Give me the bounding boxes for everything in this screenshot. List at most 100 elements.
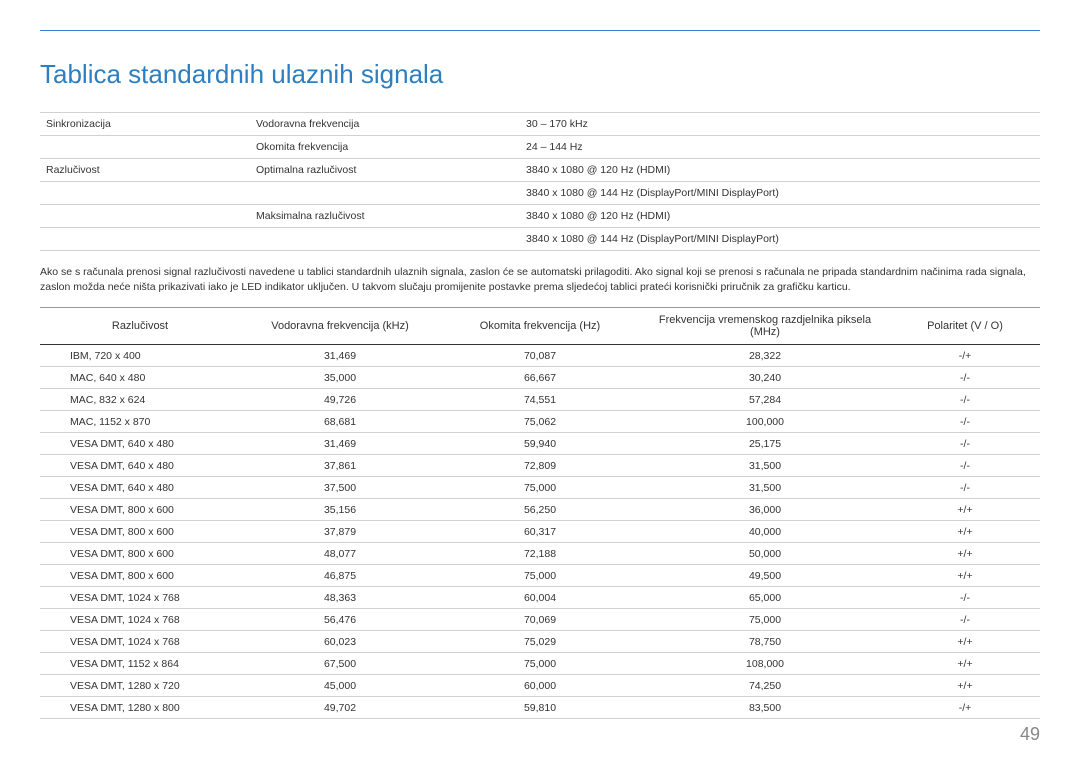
modes-table: Razlučivost Vodoravna frekvencija (kHz) … xyxy=(40,307,1040,719)
col-pixelclock: Frekvencija vremenskog razdjelnika pikse… xyxy=(640,308,890,345)
table-cell: 74,551 xyxy=(440,389,640,411)
table-cell: 35,000 xyxy=(240,367,440,389)
spec-cell: Okomita frekvencija xyxy=(250,136,520,159)
table-cell: 75,000 xyxy=(440,565,640,587)
spec-cell: Maksimalna razlučivost xyxy=(250,205,520,228)
table-cell: 66,667 xyxy=(440,367,640,389)
table-cell: 37,861 xyxy=(240,455,440,477)
table-cell: MAC, 1152 x 870 xyxy=(40,411,240,433)
spec-row: RazlučivostOptimalna razlučivost3840 x 1… xyxy=(40,159,1040,182)
col-hfreq: Vodoravna frekvencija (kHz) xyxy=(240,308,440,345)
table-cell: MAC, 640 x 480 xyxy=(40,367,240,389)
table-cell: 83,500 xyxy=(640,697,890,719)
table-cell: 100,000 xyxy=(640,411,890,433)
note-paragraph: Ako se s računala prenosi signal razluči… xyxy=(40,265,1040,295)
table-cell: 56,476 xyxy=(240,609,440,631)
spec-cell: 24 – 144 Hz xyxy=(520,136,1040,159)
spec-cell: 3840 x 1080 @ 120 Hz (HDMI) xyxy=(520,205,1040,228)
spec-cell: 3840 x 1080 @ 144 Hz (DisplayPort/MINI D… xyxy=(520,228,1040,251)
table-cell: 57,284 xyxy=(640,389,890,411)
table-row: VESA DMT, 1280 x 80049,70259,81083,500-/… xyxy=(40,697,1040,719)
table-cell: 75,000 xyxy=(640,609,890,631)
table-cell: 67,500 xyxy=(240,653,440,675)
table-cell: 70,069 xyxy=(440,609,640,631)
table-cell: 60,004 xyxy=(440,587,640,609)
table-cell: 75,062 xyxy=(440,411,640,433)
spec-table: SinkronizacijaVodoravna frekvencija30 – … xyxy=(40,112,1040,251)
table-row: VESA DMT, 640 x 48037,50075,00031,500-/- xyxy=(40,477,1040,499)
table-cell: 31,500 xyxy=(640,455,890,477)
table-row: VESA DMT, 1024 x 76860,02375,02978,750+/… xyxy=(40,631,1040,653)
table-cell: -/- xyxy=(890,389,1040,411)
table-cell: VESA DMT, 800 x 600 xyxy=(40,499,240,521)
table-row: IBM, 720 x 40031,46970,08728,322-/+ xyxy=(40,345,1040,367)
page-number: 49 xyxy=(1020,724,1040,745)
table-cell: 70,087 xyxy=(440,345,640,367)
table-cell: -/+ xyxy=(890,345,1040,367)
table-cell: 72,188 xyxy=(440,543,640,565)
table-cell: 45,000 xyxy=(240,675,440,697)
table-cell: VESA DMT, 1280 x 800 xyxy=(40,697,240,719)
spec-cell xyxy=(40,205,250,228)
table-cell: -/- xyxy=(890,433,1040,455)
table-cell: 74,250 xyxy=(640,675,890,697)
table-cell: VESA DMT, 800 x 600 xyxy=(40,565,240,587)
table-cell: VESA DMT, 1280 x 720 xyxy=(40,675,240,697)
table-row: VESA DMT, 1280 x 72045,00060,00074,250+/… xyxy=(40,675,1040,697)
table-cell: 49,726 xyxy=(240,389,440,411)
table-cell: 48,077 xyxy=(240,543,440,565)
table-row: VESA DMT, 1152 x 86467,50075,000108,000+… xyxy=(40,653,1040,675)
table-cell: 50,000 xyxy=(640,543,890,565)
table-cell: 75,029 xyxy=(440,631,640,653)
page-title: Tablica standardnih ulaznih signala xyxy=(40,59,1040,90)
table-cell: +/+ xyxy=(890,565,1040,587)
col-vfreq: Okomita frekvencija (Hz) xyxy=(440,308,640,345)
spec-row: 3840 x 1080 @ 144 Hz (DisplayPort/MINI D… xyxy=(40,228,1040,251)
table-cell: 30,240 xyxy=(640,367,890,389)
table-cell: 59,810 xyxy=(440,697,640,719)
spec-cell xyxy=(40,228,250,251)
table-cell: 49,500 xyxy=(640,565,890,587)
col-polarity: Polaritet (V / O) xyxy=(890,308,1040,345)
table-cell: -/- xyxy=(890,477,1040,499)
table-cell: 36,000 xyxy=(640,499,890,521)
spec-cell: Sinkronizacija xyxy=(40,113,250,136)
spec-row: 3840 x 1080 @ 144 Hz (DisplayPort/MINI D… xyxy=(40,182,1040,205)
table-cell: -/- xyxy=(890,411,1040,433)
spec-cell xyxy=(250,182,520,205)
table-cell: 75,000 xyxy=(440,477,640,499)
table-row: MAC, 1152 x 87068,68175,062100,000-/- xyxy=(40,411,1040,433)
table-cell: 37,500 xyxy=(240,477,440,499)
spec-cell: 3840 x 1080 @ 120 Hz (HDMI) xyxy=(520,159,1040,182)
spec-cell: 30 – 170 kHz xyxy=(520,113,1040,136)
table-cell: 78,750 xyxy=(640,631,890,653)
table-cell: VESA DMT, 1024 x 768 xyxy=(40,587,240,609)
table-cell: VESA DMT, 1024 x 768 xyxy=(40,631,240,653)
table-cell: 28,322 xyxy=(640,345,890,367)
top-rule xyxy=(40,30,1040,31)
table-cell: -/- xyxy=(890,455,1040,477)
spec-row: Okomita frekvencija24 – 144 Hz xyxy=(40,136,1040,159)
spec-cell: 3840 x 1080 @ 144 Hz (DisplayPort/MINI D… xyxy=(520,182,1040,205)
table-cell: -/+ xyxy=(890,697,1040,719)
table-cell: VESA DMT, 640 x 480 xyxy=(40,477,240,499)
table-cell: VESA DMT, 800 x 600 xyxy=(40,543,240,565)
table-cell: MAC, 832 x 624 xyxy=(40,389,240,411)
table-row: VESA DMT, 1024 x 76856,47670,06975,000-/… xyxy=(40,609,1040,631)
table-cell: VESA DMT, 1024 x 768 xyxy=(40,609,240,631)
table-cell: 37,879 xyxy=(240,521,440,543)
table-row: VESA DMT, 1024 x 76848,36360,00465,000-/… xyxy=(40,587,1040,609)
spec-cell: Vodoravna frekvencija xyxy=(250,113,520,136)
table-cell: +/+ xyxy=(890,653,1040,675)
spec-cell xyxy=(250,228,520,251)
table-cell: -/- xyxy=(890,587,1040,609)
table-cell: 60,317 xyxy=(440,521,640,543)
spec-cell: Razlučivost xyxy=(40,159,250,182)
table-cell: IBM, 720 x 400 xyxy=(40,345,240,367)
table-row: MAC, 640 x 48035,00066,66730,240-/- xyxy=(40,367,1040,389)
table-cell: 31,469 xyxy=(240,433,440,455)
table-cell: 108,000 xyxy=(640,653,890,675)
table-row: VESA DMT, 800 x 60035,15656,25036,000+/+ xyxy=(40,499,1040,521)
table-row: VESA DMT, 640 x 48031,46959,94025,175-/- xyxy=(40,433,1040,455)
table-cell: 48,363 xyxy=(240,587,440,609)
